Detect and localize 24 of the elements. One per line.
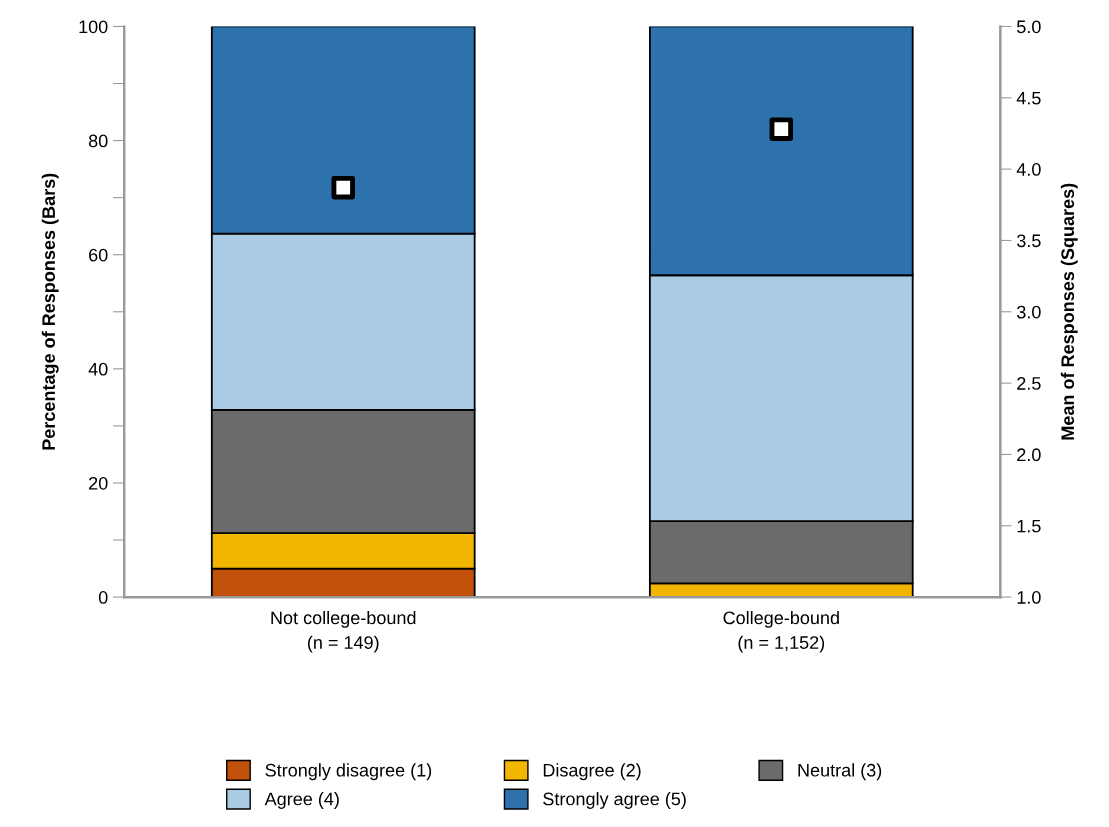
y2-tick-label: 4.5 bbox=[1016, 91, 1041, 105]
y2-tick-label: 3.5 bbox=[1016, 234, 1041, 248]
legend-label: Agree (4) bbox=[264, 792, 339, 809]
y-tick-label: 100 bbox=[79, 20, 108, 34]
y-tick-label: 40 bbox=[88, 362, 108, 376]
y-tick-label: 20 bbox=[89, 476, 108, 490]
y2-tick-label: 2.5 bbox=[1017, 377, 1041, 390]
legend-label: Disagree (2) bbox=[543, 763, 641, 781]
y-tick-label: 80 bbox=[88, 134, 108, 148]
y-axis-title: Percentage of Responses (Bars) bbox=[41, 173, 59, 450]
legend-label: Strongly agree (5) bbox=[543, 792, 686, 809]
y2-tick-label: 4.0 bbox=[1016, 163, 1041, 176]
legend-label: Strongly disagree (1) bbox=[265, 763, 432, 781]
x-tick-label: College-bound (n = 1,152) bbox=[723, 610, 839, 653]
x-tick-label: Not college-bound (n = 149) bbox=[271, 610, 416, 653]
y2-tick-label: 2.0 bbox=[1017, 448, 1041, 462]
y-tick-label: 0 bbox=[98, 591, 108, 604]
y2-tick-label: 1.5 bbox=[1017, 519, 1041, 533]
y2-tick-label: 1.0 bbox=[1017, 591, 1041, 604]
legend-label: Neutral (3) bbox=[798, 763, 882, 781]
y2-tick-label: 5.0 bbox=[1017, 20, 1041, 34]
y2-tick-label: 3.0 bbox=[1016, 305, 1041, 319]
y2-axis-title: Mean of Responses (Squares) bbox=[1060, 183, 1078, 440]
y-tick-label: 60 bbox=[89, 248, 108, 262]
